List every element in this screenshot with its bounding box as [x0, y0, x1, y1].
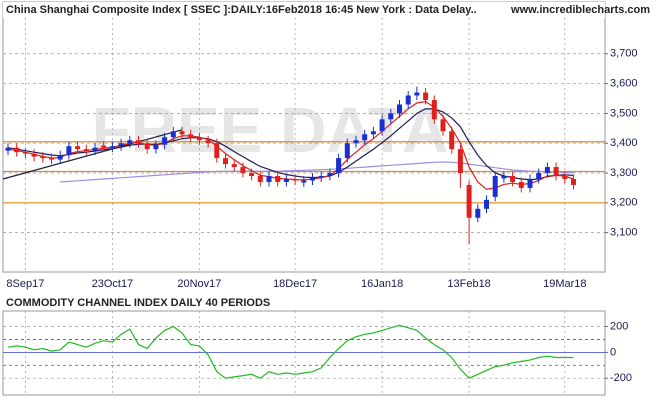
candle-body: [518, 181, 524, 188]
candle-body: [75, 146, 81, 150]
y-tick-label: 3,700: [610, 48, 638, 60]
candle-body: [162, 137, 168, 145]
candle-body: [5, 147, 11, 151]
candle-body: [249, 173, 255, 177]
candle-body: [544, 167, 550, 174]
trend-line: [2, 129, 183, 180]
candle-body: [83, 149, 89, 151]
y-tick-label: 200: [610, 320, 628, 332]
candle-body: [188, 134, 194, 138]
candle-body: [144, 143, 150, 150]
candle-body: [388, 113, 394, 120]
candle-body: [257, 176, 263, 182]
site: www.incrediblecharts.com: [510, 4, 650, 16]
candle-body: [101, 145, 107, 148]
candle-body: [223, 158, 228, 165]
candle-body: [66, 146, 72, 156]
candle-body: [109, 146, 115, 148]
candle-body: [536, 173, 542, 179]
candle-body: [205, 140, 211, 144]
y-tick-label: -200: [610, 372, 632, 384]
candle-body: [31, 153, 37, 157]
candle-body: [440, 119, 446, 132]
cci-panel: [2, 310, 606, 396]
candle-body: [240, 167, 246, 174]
candle-body: [92, 147, 98, 151]
candle-body: [501, 176, 507, 179]
candle-body: [22, 152, 28, 154]
candle-body: [310, 177, 315, 181]
y-tick-label: 3,300: [610, 167, 638, 179]
y-tick-label: 0: [610, 346, 616, 358]
x-tick-label: 16Jan18: [361, 278, 403, 290]
candle-body: [127, 140, 133, 144]
candle-body: [562, 176, 568, 179]
candle-body: [318, 176, 324, 178]
chart-title: China Shanghai Composite Index [ SSEC ]:…: [6, 4, 477, 16]
candle-body: [179, 131, 185, 135]
series-line: [7, 108, 574, 181]
series-line: [7, 324, 574, 379]
candle-body: [57, 155, 63, 160]
candle-body: [292, 178, 298, 181]
candle-body: [353, 140, 359, 144]
price-panel: [2, 1, 606, 273]
y-tick-label: 3,600: [610, 77, 638, 89]
candle-body: [49, 158, 54, 160]
cci-title: COMMODITY CHANNEL INDEX DAILY 40 PERIODS: [6, 297, 270, 309]
candle-body: [118, 143, 124, 147]
x-tick-label: 20Nov17: [177, 278, 221, 290]
candle-body: [431, 99, 437, 120]
candle-body: [405, 95, 411, 105]
y-tick-label: 3,500: [610, 107, 638, 119]
candle-body: [510, 176, 516, 182]
candle-body: [231, 164, 237, 168]
x-tick-label: 8Sep17: [6, 278, 44, 290]
candle-body: [449, 131, 455, 150]
candle-body: [283, 178, 289, 182]
candle-body: [457, 149, 463, 174]
candle-body: [553, 167, 559, 177]
candle-body: [370, 131, 376, 135]
candle-body: [414, 92, 420, 96]
y-tick-label: 3,400: [610, 137, 638, 149]
candle-body: [492, 176, 498, 197]
x-tick-label: 23Oct17: [92, 278, 134, 290]
candle-body: [336, 158, 342, 174]
candle-body: [571, 178, 576, 185]
candle-body: [170, 131, 176, 138]
candle-body: [266, 176, 272, 182]
header-band: [3, 2, 605, 18]
candle-body: [14, 147, 20, 153]
candle-body: [327, 173, 333, 177]
series-line: [7, 100, 574, 191]
candle-body: [475, 208, 481, 218]
candle-body: [466, 184, 472, 218]
candle-body: [153, 144, 159, 150]
candle-body: [527, 178, 533, 188]
candle-body: [379, 119, 385, 132]
candle-body: [275, 176, 281, 182]
candle-body: [301, 180, 307, 183]
candle-body: [214, 143, 220, 159]
candle-body: [40, 156, 46, 159]
x-tick-label: 18Dec17: [273, 278, 317, 290]
candle-body: [362, 134, 368, 141]
watermark: FREE DATA: [92, 94, 449, 166]
candle-body: [344, 143, 350, 159]
candle-body: [136, 140, 141, 144]
x-tick-label: 19Mar18: [543, 278, 586, 290]
candle-body: [423, 92, 429, 100]
y-tick-label: 3,200: [610, 197, 638, 209]
candle-body: [196, 137, 202, 141]
candle-body: [397, 104, 402, 114]
x-tick-label: 13Feb18: [447, 278, 490, 290]
y-tick-label: 3,100: [610, 227, 638, 239]
candle-body: [484, 199, 489, 209]
